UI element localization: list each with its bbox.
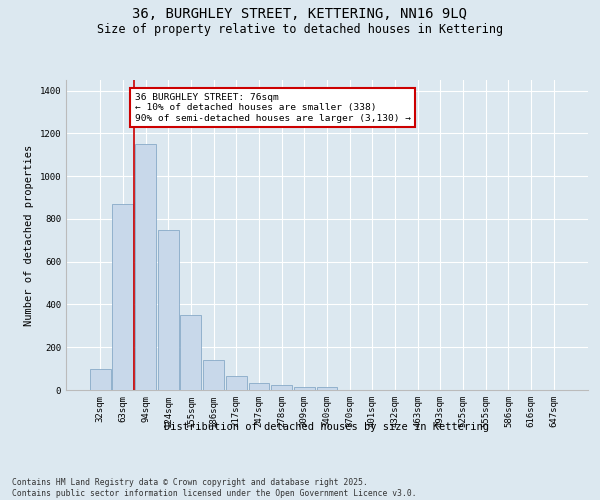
Text: Distribution of detached houses by size in Kettering: Distribution of detached houses by size … — [164, 422, 490, 432]
Bar — [294, 387, 315, 390]
Text: Contains HM Land Registry data © Crown copyright and database right 2025.
Contai: Contains HM Land Registry data © Crown c… — [12, 478, 416, 498]
Bar — [317, 387, 337, 390]
Text: 36 BURGHLEY STREET: 76sqm
← 10% of detached houses are smaller (338)
90% of semi: 36 BURGHLEY STREET: 76sqm ← 10% of detac… — [134, 93, 410, 122]
Bar — [181, 315, 202, 390]
Bar — [135, 144, 156, 390]
Y-axis label: Number of detached properties: Number of detached properties — [24, 144, 34, 326]
Bar — [203, 360, 224, 390]
Text: Size of property relative to detached houses in Kettering: Size of property relative to detached ho… — [97, 22, 503, 36]
Bar — [112, 204, 133, 390]
Bar — [248, 382, 269, 390]
Bar — [226, 376, 247, 390]
Bar — [90, 368, 110, 390]
Text: 36, BURGHLEY STREET, KETTERING, NN16 9LQ: 36, BURGHLEY STREET, KETTERING, NN16 9LQ — [133, 8, 467, 22]
Bar — [271, 386, 292, 390]
Bar — [158, 230, 179, 390]
